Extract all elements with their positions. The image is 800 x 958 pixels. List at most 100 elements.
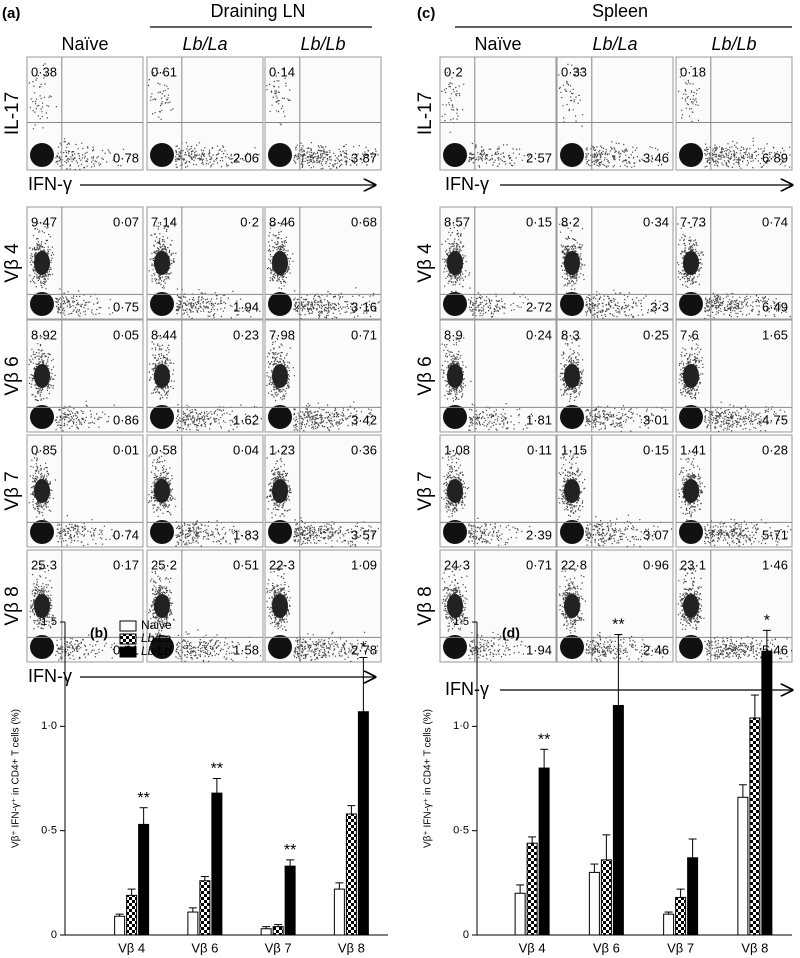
bar xyxy=(345,813,357,936)
quadrant-value: 24·3 xyxy=(444,557,470,572)
dot-cloud xyxy=(266,335,374,432)
row-label: Vβ 8 xyxy=(415,586,436,625)
dot-cloud xyxy=(678,335,786,433)
bar xyxy=(687,857,699,936)
column-header: Lb/La xyxy=(592,34,637,54)
column-header: Naïve xyxy=(61,34,108,54)
row-label: Vβ 4 xyxy=(415,243,436,283)
column-header: Lb/La xyxy=(182,34,227,54)
bar xyxy=(211,792,223,936)
dense-cluster xyxy=(272,364,288,388)
quadrant-value: 1·23 xyxy=(269,442,295,457)
dense-cluster xyxy=(560,292,584,316)
quadrant-value: 25·3 xyxy=(31,557,57,572)
dense-cluster xyxy=(443,292,467,316)
x-tick-label: Vβ 7 xyxy=(667,940,694,955)
quadrant-value: 3·42 xyxy=(351,412,377,427)
dense-cluster xyxy=(443,635,467,659)
quadrant-value: 8·9 xyxy=(444,327,463,342)
dense-cluster xyxy=(443,520,467,544)
dense-cluster xyxy=(30,292,54,316)
bar xyxy=(272,926,284,936)
axis-label: IFN-γ xyxy=(28,666,72,686)
x-tick-label: Vβ 4 xyxy=(118,940,145,955)
dense-cluster xyxy=(154,594,170,618)
quadrant-value: 0·85 xyxy=(31,442,57,457)
bar xyxy=(663,913,675,936)
quadrant-value: 1·65 xyxy=(762,327,788,342)
quadrant-value: 3·07 xyxy=(643,527,669,542)
y-tick-label: 0·5 xyxy=(453,825,469,837)
quadrant-value: 1·94 xyxy=(526,642,552,657)
panel-label: (c) xyxy=(417,5,435,22)
bar xyxy=(538,767,550,936)
bar xyxy=(284,865,296,936)
dense-cluster xyxy=(268,292,292,316)
quadrant-value: 0·86 xyxy=(113,412,139,427)
quadrant-value: 7·73 xyxy=(680,214,706,229)
dense-cluster xyxy=(30,635,54,659)
legend-label: Lb/Lb xyxy=(141,644,171,658)
quadrant-value: 1·81 xyxy=(526,412,552,427)
dense-cluster xyxy=(447,479,463,503)
quadrant-value: 25·2 xyxy=(151,557,177,572)
column-header: Lb/Lb xyxy=(711,34,756,54)
y-tick-label: 0·5 xyxy=(41,825,57,837)
x-tick-label: Vβ 8 xyxy=(338,940,365,955)
quadrant-value: 0·74 xyxy=(113,527,139,542)
dense-cluster xyxy=(683,479,699,503)
row-label: Vβ 6 xyxy=(2,356,23,395)
dense-cluster xyxy=(268,520,292,544)
bar xyxy=(138,823,150,936)
quadrant-value: 0·34 xyxy=(643,214,669,229)
quadrant-value: 8·2 xyxy=(561,214,580,229)
dense-cluster xyxy=(679,405,703,429)
dense-cluster xyxy=(447,594,463,618)
y-tick-label: 1·0 xyxy=(453,720,469,732)
quadrant-value: 8·46 xyxy=(269,214,295,229)
quadrant-value: 0·23 xyxy=(233,327,259,342)
dense-cluster xyxy=(679,143,703,167)
dense-cluster xyxy=(34,594,50,618)
dense-cluster xyxy=(564,479,580,503)
quadrant-value: 4·75 xyxy=(762,412,788,427)
row-label: Vβ 8 xyxy=(2,586,23,625)
quadrant-value: 0·15 xyxy=(643,442,669,457)
quadrant-value: 7·6 xyxy=(680,327,699,342)
x-tick-label: Vβ 4 xyxy=(519,940,546,955)
significance: ** xyxy=(211,761,223,778)
quadrant-value: 22·8 xyxy=(561,557,587,572)
quadrant-value: 0·51 xyxy=(233,557,259,572)
bar xyxy=(187,911,199,936)
quadrant-value: 2·78 xyxy=(351,642,377,657)
quadrant-value: 0·05 xyxy=(113,327,139,342)
dense-cluster xyxy=(447,251,463,275)
quadrant-value: 0·15 xyxy=(526,214,552,229)
bar xyxy=(357,711,369,936)
dense-cluster xyxy=(679,635,703,659)
quadrant-value: 3·87 xyxy=(351,150,377,165)
quadrant-value: 0·07 xyxy=(113,214,139,229)
bar xyxy=(333,888,345,936)
dot-cloud xyxy=(266,565,378,662)
dense-cluster xyxy=(34,364,50,388)
dense-cluster xyxy=(272,594,288,618)
quadrant-value: 0·2 xyxy=(240,214,259,229)
dense-cluster xyxy=(679,292,703,316)
quadrant-value: 1·09 xyxy=(351,557,377,572)
quadrant-value: 1·58 xyxy=(233,642,259,657)
quadrant-value: 6·49 xyxy=(762,299,788,314)
quadrant-value: 0·28 xyxy=(762,442,788,457)
legend-label: Lb/La xyxy=(141,631,171,645)
legend-label: Naive xyxy=(141,618,172,632)
quadrant-value: 0·01 xyxy=(113,442,139,457)
x-tick-label: Vβ 8 xyxy=(741,940,768,955)
dense-cluster xyxy=(30,143,54,167)
row-label: Vβ 4 xyxy=(2,243,23,283)
quadrant-value: 0·25 xyxy=(643,327,669,342)
bar xyxy=(600,859,612,936)
y-axis-label: Vβ⁺ IFN-γ⁺ in CD4+ T cells (%) xyxy=(11,709,22,848)
quadrant-value: 1·15 xyxy=(561,442,587,457)
